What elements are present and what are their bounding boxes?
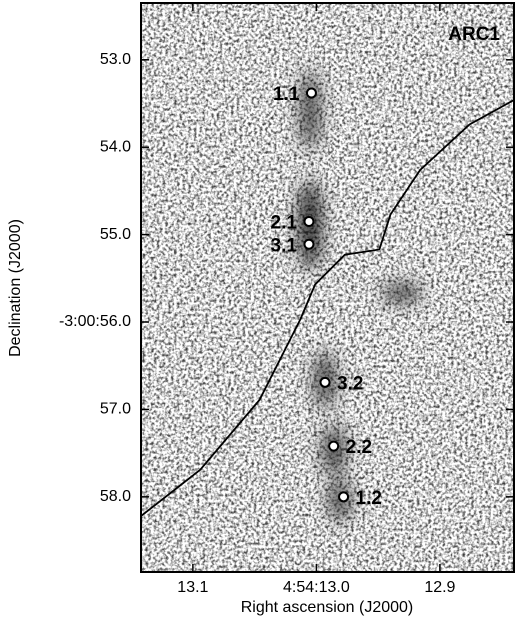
y-tick-label: 58.0 [100,488,131,505]
image-point [303,216,315,228]
y-tick-label: -3:00:56.0 [59,313,131,330]
image-label: 3.2 [337,373,363,394]
chart-title: ARC1 [448,24,500,45]
x-tick-label: 12.9 [424,579,455,596]
y-tick-label: 53.0 [100,51,131,68]
plot-frame [140,2,515,573]
image-point [305,87,317,99]
image-label: 2.1 [271,213,298,234]
image-label: 2.2 [346,437,372,458]
image-label: 1.2 [356,488,382,509]
x-axis-label: Right ascension (J2000) [241,599,414,616]
y-tick-label: 54.0 [100,138,131,155]
image-label: 3.1 [271,235,298,256]
y-axis-label: Declination (J2000) [7,219,24,357]
image-point [328,440,340,452]
image-point [303,238,315,250]
x-tick-label: 4:54:13.0 [283,579,350,596]
image-point [319,376,331,388]
image-point [338,491,350,503]
sky-image [141,3,514,572]
y-tick-label: 57.0 [100,401,131,418]
x-tick-label: 13.1 [177,579,208,596]
critical-curve [141,99,514,517]
y-tick-label: 55.0 [100,226,131,243]
image-label: 1.1 [273,84,300,105]
